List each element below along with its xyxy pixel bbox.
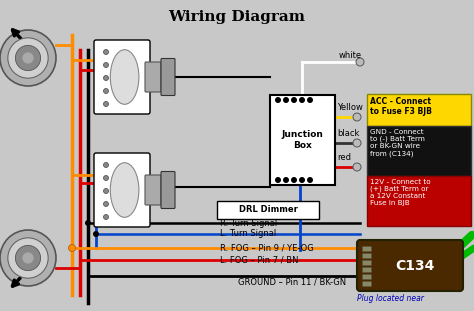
FancyBboxPatch shape: [94, 40, 150, 114]
Circle shape: [103, 202, 109, 207]
FancyBboxPatch shape: [363, 247, 372, 252]
Text: GROUND – Pin 11 / BK-GN: GROUND – Pin 11 / BK-GN: [238, 277, 346, 286]
Text: Plug located near: Plug located near: [356, 294, 423, 303]
Text: red: red: [337, 153, 351, 162]
FancyBboxPatch shape: [363, 261, 372, 266]
Circle shape: [103, 101, 109, 106]
Circle shape: [8, 238, 48, 278]
Circle shape: [275, 97, 281, 103]
Circle shape: [103, 76, 109, 81]
Text: Yellow: Yellow: [337, 103, 363, 112]
Circle shape: [103, 49, 109, 54]
Ellipse shape: [110, 163, 139, 217]
Circle shape: [103, 188, 109, 193]
Circle shape: [299, 177, 305, 183]
Circle shape: [275, 177, 281, 183]
Circle shape: [0, 230, 56, 286]
Text: C134: C134: [395, 258, 435, 272]
Circle shape: [353, 139, 361, 147]
Circle shape: [291, 97, 297, 103]
FancyBboxPatch shape: [367, 176, 471, 226]
Text: L. Turn Signal: L. Turn Signal: [220, 230, 276, 239]
Circle shape: [103, 163, 109, 168]
Circle shape: [103, 215, 109, 220]
FancyBboxPatch shape: [363, 253, 372, 258]
Text: GND - Connect
to (-) Batt Term
or BK-GN wire
from (C134): GND - Connect to (-) Batt Term or BK-GN …: [370, 129, 425, 157]
Ellipse shape: [110, 50, 139, 104]
Circle shape: [283, 97, 289, 103]
FancyBboxPatch shape: [161, 171, 175, 208]
Circle shape: [307, 97, 313, 103]
Text: L. FOG – Pin 7 / BN: L. FOG – Pin 7 / BN: [220, 256, 299, 264]
FancyBboxPatch shape: [363, 267, 372, 272]
Text: DRL Dimmer: DRL Dimmer: [238, 206, 298, 215]
Text: Junction
Box: Junction Box: [282, 130, 323, 150]
Circle shape: [69, 244, 75, 252]
Circle shape: [22, 253, 34, 264]
Text: ACC - Connect
to Fuse F3 BJB: ACC - Connect to Fuse F3 BJB: [370, 97, 432, 116]
Circle shape: [103, 175, 109, 180]
FancyBboxPatch shape: [94, 153, 150, 227]
Text: black: black: [337, 129, 359, 138]
FancyBboxPatch shape: [357, 240, 463, 291]
FancyBboxPatch shape: [145, 62, 161, 92]
Text: 12V - Connect to
(+) Batt Term or
a 12V Constant
Fuse in BJB: 12V - Connect to (+) Batt Term or a 12V …: [370, 179, 430, 207]
Circle shape: [103, 89, 109, 94]
Circle shape: [15, 45, 41, 71]
FancyBboxPatch shape: [145, 175, 161, 205]
Text: R. Turn Signal: R. Turn Signal: [220, 219, 277, 228]
Circle shape: [85, 220, 91, 226]
Circle shape: [299, 97, 305, 103]
FancyBboxPatch shape: [363, 275, 372, 280]
FancyBboxPatch shape: [217, 201, 319, 219]
Circle shape: [103, 63, 109, 67]
FancyBboxPatch shape: [161, 58, 175, 95]
Circle shape: [356, 58, 364, 66]
Circle shape: [291, 177, 297, 183]
FancyBboxPatch shape: [367, 94, 471, 126]
Text: R. FOG – Pin 9 / YE-OG: R. FOG – Pin 9 / YE-OG: [220, 244, 314, 253]
FancyBboxPatch shape: [270, 95, 335, 185]
Circle shape: [22, 52, 34, 64]
Circle shape: [307, 177, 313, 183]
Circle shape: [15, 245, 41, 271]
Circle shape: [353, 163, 361, 171]
FancyBboxPatch shape: [363, 281, 372, 286]
Circle shape: [8, 38, 48, 78]
FancyBboxPatch shape: [367, 126, 471, 176]
Circle shape: [93, 231, 99, 237]
Text: Wiring Diagram: Wiring Diagram: [168, 10, 306, 24]
Text: white: white: [338, 50, 362, 59]
Circle shape: [0, 30, 56, 86]
Circle shape: [283, 177, 289, 183]
Circle shape: [353, 113, 361, 121]
